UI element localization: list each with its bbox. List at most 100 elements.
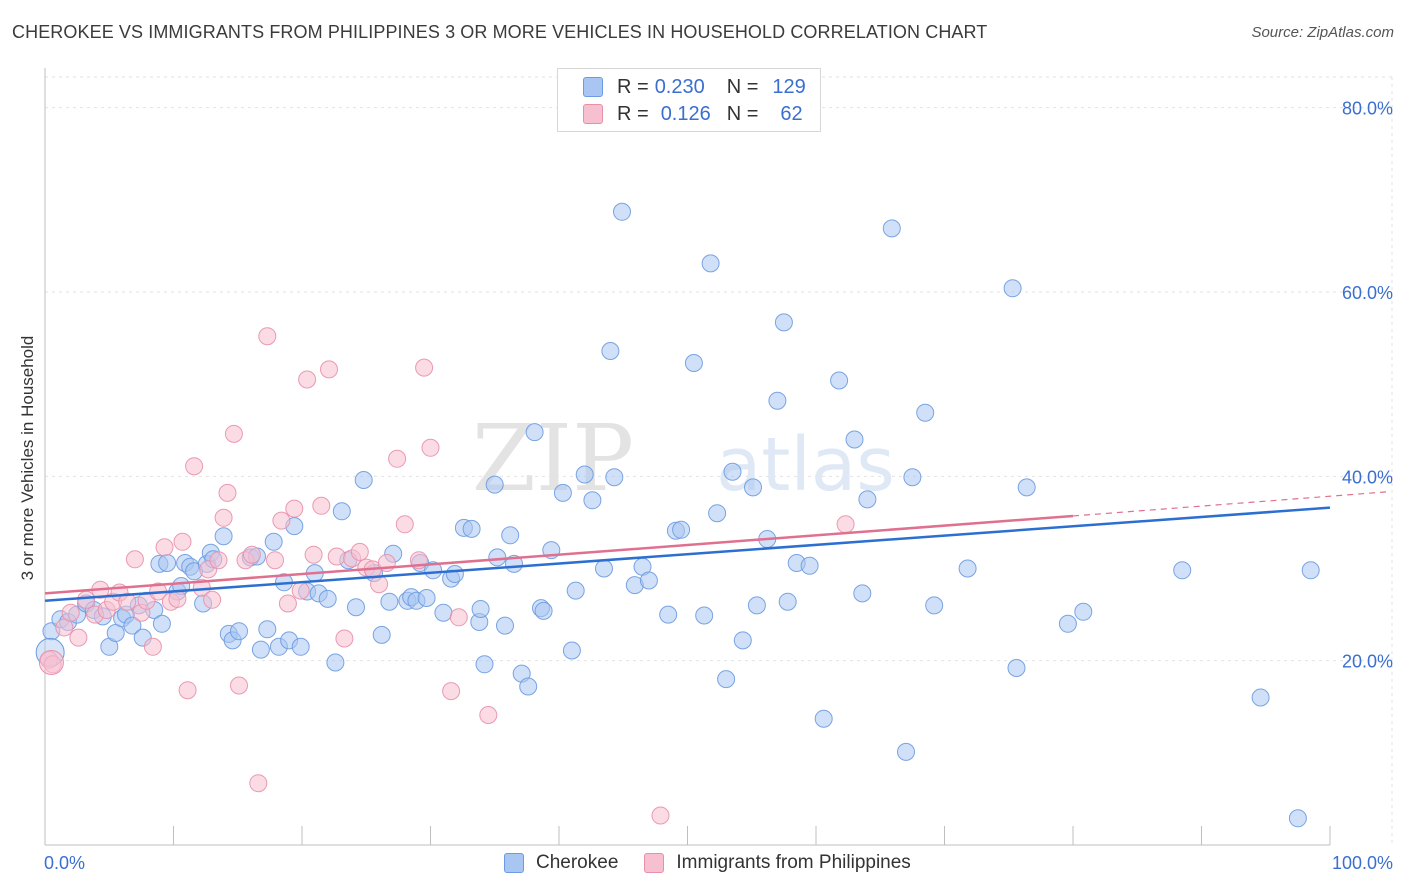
cherokee-point xyxy=(434,603,453,622)
cherokee-point xyxy=(332,502,351,521)
cherokee-point xyxy=(354,471,373,489)
cherokee-point xyxy=(744,478,762,497)
philippines-point xyxy=(479,706,498,724)
cherokee-point xyxy=(291,637,310,656)
philippines-point xyxy=(388,449,407,468)
cherokee-point xyxy=(1074,602,1093,621)
cherokee-point xyxy=(897,742,915,761)
philippines-points xyxy=(38,327,855,825)
philippines-point xyxy=(395,515,414,534)
philippines-point xyxy=(214,508,233,527)
cherokee-point xyxy=(858,490,877,509)
cherokee-point xyxy=(778,592,797,611)
philippines-point xyxy=(218,483,237,502)
cherokee-point xyxy=(747,596,766,615)
y-tick-label: 60.0% xyxy=(1342,283,1393,303)
cherokee-point xyxy=(595,559,613,578)
cherokee-point xyxy=(326,653,345,672)
cherokee-point xyxy=(916,403,935,422)
cherokee-point xyxy=(1251,688,1270,707)
philippines-point xyxy=(291,581,310,600)
cherokee-point xyxy=(672,520,691,539)
cherokee-point xyxy=(230,622,248,641)
philippines-point xyxy=(298,370,317,389)
x-tick-label-end: 100.0% xyxy=(1332,853,1393,873)
legend-row-philippines: R = 0.126 N = 62 xyxy=(583,102,803,126)
philippines-point xyxy=(335,629,354,648)
cherokee-point xyxy=(845,430,864,449)
correlation-legend: R = 0.230 N = 129 R = 0.126 N = 62 xyxy=(557,68,821,132)
legend-n-value: 62 xyxy=(780,102,803,125)
watermark: ZIP atlas xyxy=(472,405,895,512)
cherokee-point xyxy=(553,483,572,502)
cherokee-point xyxy=(830,371,849,390)
cherokee-point xyxy=(318,589,337,608)
cherokee-point xyxy=(525,423,544,442)
cherokee-point xyxy=(601,342,620,360)
cherokee-point xyxy=(1017,478,1036,497)
cherokee-point xyxy=(152,614,171,633)
philippines-point xyxy=(209,551,228,570)
philippines-point xyxy=(168,589,187,608)
philippines-point xyxy=(415,358,434,377)
cherokee-trend-line xyxy=(44,506,1331,602)
cherokee-point xyxy=(774,313,793,332)
cherokee-point xyxy=(258,620,277,639)
philippines-point xyxy=(442,682,461,701)
legend-n-label: N = xyxy=(726,75,759,98)
philippines-point xyxy=(69,628,88,647)
legend-row-cherokee: R = 0.230 N = 129 xyxy=(583,75,806,99)
cherokee-point xyxy=(853,584,872,603)
philippines-point xyxy=(836,515,855,534)
philippines-point xyxy=(304,545,323,564)
y-tick-label: 80.0% xyxy=(1342,99,1393,119)
cherokee-point xyxy=(347,598,365,617)
cherokee-point xyxy=(613,202,631,221)
philippines-point xyxy=(155,538,174,557)
philippines-point xyxy=(320,360,338,379)
series-legend-item-cherokee: Cherokee xyxy=(504,852,618,874)
y-tick-label: 40.0% xyxy=(1342,467,1393,487)
chart-title: CHEROKEE VS IMMIGRANTS FROM PHILIPPINES … xyxy=(12,22,988,42)
legend-r-label: R = xyxy=(617,102,649,125)
cherokee-point xyxy=(496,616,514,635)
cherokee-point xyxy=(519,677,538,696)
philippines-point xyxy=(272,511,291,530)
philippines-point xyxy=(266,551,284,570)
cherokee-point xyxy=(471,600,490,618)
philippines-point xyxy=(77,590,96,609)
legend-r-value: 0.126 xyxy=(660,102,711,125)
cherokee-point xyxy=(659,605,678,624)
cherokee-point xyxy=(583,491,602,510)
x-tick-label-start: 0.0% xyxy=(44,853,85,873)
cherokee-point xyxy=(424,561,443,580)
cherokee-point xyxy=(717,670,736,689)
cherokee-point xyxy=(1058,614,1077,633)
legend-r-value: 0.230 xyxy=(654,75,705,98)
philippines-point xyxy=(327,547,346,566)
philippines-point xyxy=(178,681,197,700)
cherokee-point xyxy=(445,565,464,583)
philippines-point xyxy=(249,774,268,793)
series-swatch-philippines xyxy=(644,853,665,873)
philippines-point xyxy=(173,532,192,551)
cherokee-point xyxy=(723,462,742,481)
axes xyxy=(44,68,1331,846)
philippines-point xyxy=(224,424,243,443)
cherokee-point xyxy=(485,475,504,494)
cherokee-point xyxy=(814,709,833,728)
cherokee-point xyxy=(1173,561,1192,580)
y-tick-label: 20.0% xyxy=(1342,652,1393,672)
legend-swatch-cherokee xyxy=(583,77,603,97)
legend-n-value: 129 xyxy=(772,75,806,98)
philippines-point xyxy=(61,603,80,622)
cherokee-point xyxy=(639,571,658,590)
y-axis-label: 3 or more Vehicles in Household xyxy=(18,335,37,581)
philippines-trend-extension xyxy=(1072,491,1391,517)
philippines-point xyxy=(242,545,261,564)
cherokee-point xyxy=(264,532,283,551)
cherokee-point xyxy=(566,581,585,600)
philippines-point xyxy=(312,496,331,515)
cherokee-point xyxy=(695,606,714,625)
cherokee-point xyxy=(380,592,399,611)
